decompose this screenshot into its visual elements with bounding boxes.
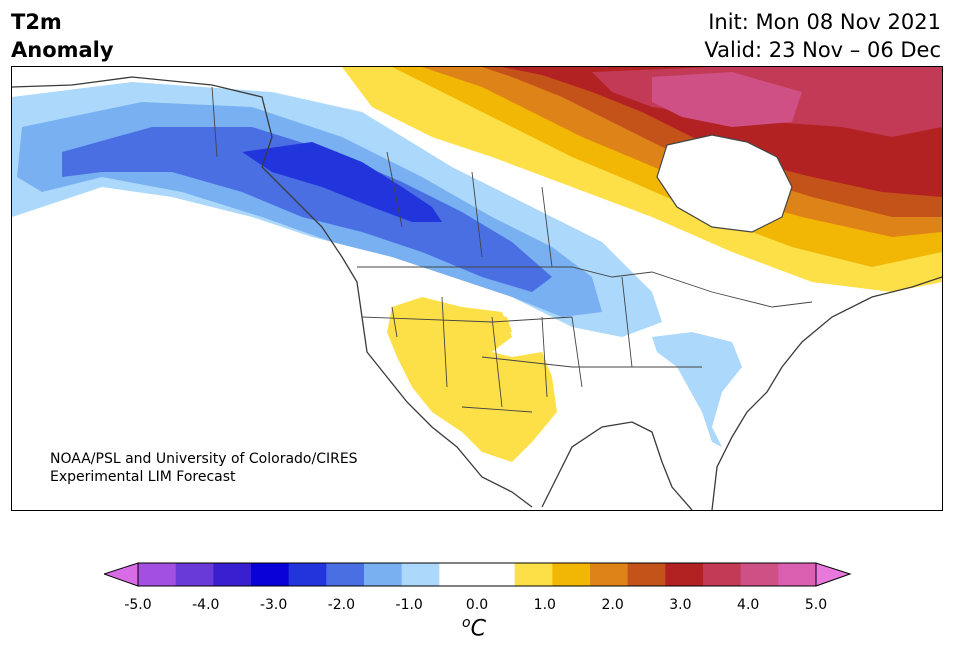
colorbar-cell <box>364 563 403 586</box>
colorbar-tick-label: 0.0 <box>465 597 489 613</box>
colorbar-cell <box>703 563 742 586</box>
colorbar-tick-label: 1.0 <box>533 597 556 613</box>
anomaly-yellow-sw <box>387 297 557 462</box>
colorbar-cell <box>439 563 478 586</box>
anomaly-blue3-nw <box>62 127 552 292</box>
colorbar-cell <box>627 563 666 586</box>
colorbar-cell <box>326 563 365 586</box>
colorbar-cell <box>778 563 817 586</box>
colorbar-tick-label: 5.0 <box>804 597 828 613</box>
anomaly-map: NOAA/PSL and University of Colorado/CIRE… <box>11 66 943 511</box>
colorbar-tick-label: 2.0 <box>601 597 624 613</box>
anomaly-blue-east <box>652 332 742 447</box>
map-title: T2m Anomaly <box>11 8 114 64</box>
anomaly-blue4-nw <box>242 142 442 222</box>
colorbar <box>104 562 852 587</box>
colorbar-cell <box>175 563 214 586</box>
country-border <box>211 86 813 413</box>
colorbar-cell <box>213 563 252 586</box>
credit-line-2: Experimental LIM Forecast <box>50 469 236 485</box>
colorbar-cell <box>477 563 516 586</box>
colorbar-tick-label: -1.0 <box>395 597 423 613</box>
anomaly-magenta-ne <box>652 72 802 127</box>
title-line-2: Anomaly <box>11 38 114 62</box>
colorbar-under-arrow <box>104 562 139 587</box>
unit-superscript: o <box>462 615 471 631</box>
colorbar-tick-label: -3.0 <box>259 597 288 613</box>
colorbar-cell <box>288 563 327 586</box>
colorbar-tick-label: -2.0 <box>327 597 356 613</box>
unit-label: oC <box>462 615 486 641</box>
credit-text: NOAA/PSL and University of Colorado/CIRE… <box>50 450 358 486</box>
hudson-bay <box>656 134 793 233</box>
colorbar-cell <box>514 563 553 586</box>
colorbar-cell <box>665 563 704 586</box>
coastline <box>12 76 942 510</box>
valid-range: Valid: 23 Nov – 06 Dec <box>704 38 941 62</box>
colorbar-cell <box>552 563 591 586</box>
colorbar-tick-label: 4.0 <box>737 597 760 613</box>
colorbar-over-arrow <box>815 562 852 587</box>
title-line-1: T2m <box>11 10 62 34</box>
map-canvas <box>12 67 942 510</box>
anomaly-yellow-sw2 <box>477 312 512 337</box>
colorbar-tick-label: -4.0 <box>192 597 220 613</box>
init-date: Init: Mon 08 Nov 2021 <box>708 10 941 34</box>
colorbar-tick-label: 3.0 <box>669 597 692 613</box>
colorbar-cell <box>590 563 629 586</box>
colorbar-outline <box>137 562 817 587</box>
colorbar-tick-label: -5.0 <box>124 597 152 613</box>
colorbar-cell <box>251 563 290 586</box>
colorbar-cell <box>138 563 177 586</box>
forecast-dates: Init: Mon 08 Nov 2021 Valid: 23 Nov – 06… <box>704 8 941 64</box>
credit-line-1: NOAA/PSL and University of Colorado/CIRE… <box>50 451 358 467</box>
colorbar-cell <box>740 563 779 586</box>
unit-symbol: C <box>470 616 486 642</box>
colorbar-cell <box>401 563 440 586</box>
